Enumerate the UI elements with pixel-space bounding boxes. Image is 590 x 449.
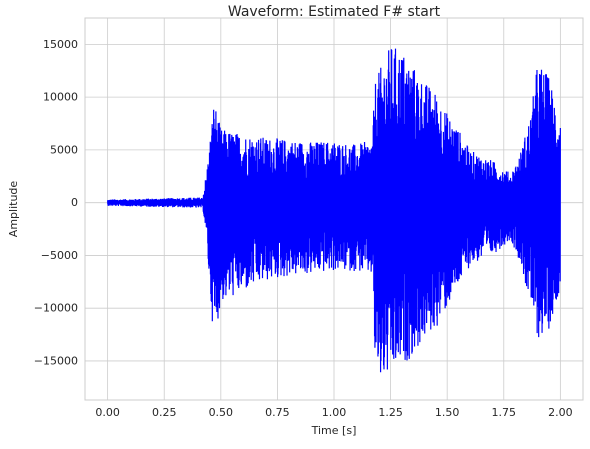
x-axis-ticks: 0.00 0.25 0.50 0.75 1.00 1.25 1.50 1.75 2.00: [95, 406, 572, 419]
y-axis-ticks: −15000 −10000 −5000 0 5000 10000 15000: [34, 38, 78, 368]
y-tick-label: 10000: [43, 91, 78, 104]
chart-title: Waveform: Estimated F# start: [228, 4, 441, 20]
x-tick-label: 1.25: [378, 406, 403, 419]
waveform-line: [107, 48, 561, 373]
x-tick-label: 0.25: [152, 406, 177, 419]
x-tick-label: 2.00: [548, 406, 573, 419]
y-tick-label: −5000: [41, 249, 78, 262]
y-tick-label: −10000: [34, 302, 78, 315]
y-tick-label: −15000: [34, 354, 78, 367]
x-tick-label: 1.50: [435, 406, 460, 419]
waveform-series: [107, 48, 561, 373]
y-axis-label: Amplitude: [7, 181, 20, 238]
x-tick-label: 0.75: [265, 406, 290, 419]
y-tick-label: 15000: [43, 38, 78, 51]
x-tick-label: 1.75: [492, 406, 517, 419]
y-tick-label: 5000: [50, 143, 78, 156]
y-tick-label: 0: [71, 196, 78, 209]
x-tick-label: 1.00: [322, 406, 347, 419]
plot-frame: [84, 17, 584, 401]
x-tick-label: 0.50: [209, 406, 234, 419]
x-tick-label: 0.00: [95, 406, 120, 419]
x-axis-label: Time [s]: [311, 424, 357, 437]
